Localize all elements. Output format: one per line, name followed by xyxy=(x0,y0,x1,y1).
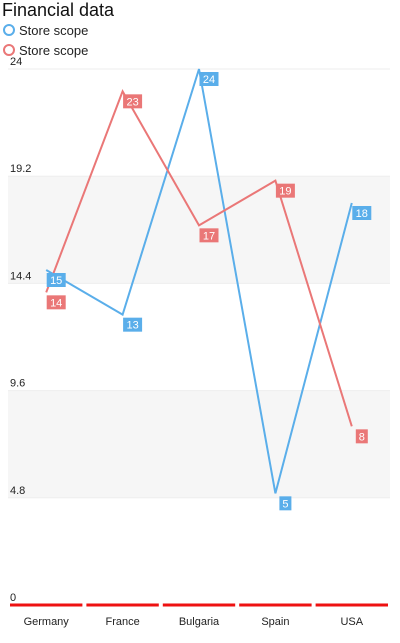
x-axis: Germany France Bulgaria Spain USA xyxy=(10,605,388,628)
svg-text:8: 8 xyxy=(359,431,365,443)
x-tick-label: Bulgaria xyxy=(179,616,220,628)
svg-text:24: 24 xyxy=(203,74,215,86)
data-label: 5 xyxy=(279,496,291,510)
svg-text:19: 19 xyxy=(279,186,291,198)
y-tick-label: 19.2 xyxy=(10,163,31,175)
svg-text:17: 17 xyxy=(203,230,215,242)
data-label: 24 xyxy=(200,72,219,86)
svg-text:13: 13 xyxy=(126,320,138,332)
svg-text:15: 15 xyxy=(50,275,62,287)
data-label: 8 xyxy=(356,429,368,443)
grid-band xyxy=(8,391,390,498)
data-label: 15 xyxy=(47,273,66,287)
data-label: 14 xyxy=(47,295,66,309)
x-tick-label: USA xyxy=(340,616,363,628)
data-label: 19 xyxy=(276,184,295,198)
x-tick-label: France xyxy=(105,616,139,628)
svg-text:5: 5 xyxy=(282,498,288,510)
svg-text:14: 14 xyxy=(50,297,62,309)
y-tick-label: 14.4 xyxy=(10,270,31,282)
y-tick-label: 9.6 xyxy=(10,378,25,390)
svg-text:23: 23 xyxy=(126,96,138,108)
svg-text:18: 18 xyxy=(356,208,368,220)
data-label: 23 xyxy=(123,94,142,108)
y-tick-label: 24 xyxy=(10,56,22,68)
y-axis-ticks: 0 4.8 9.6 14.4 19.2 24 xyxy=(10,56,31,604)
y-tick-label: 0 xyxy=(10,592,16,604)
data-label: 17 xyxy=(200,228,219,242)
x-tick-label: Germany xyxy=(24,616,70,628)
y-tick-label: 4.8 xyxy=(10,485,25,497)
data-label: 18 xyxy=(352,206,371,220)
grid-band xyxy=(8,176,390,283)
data-label: 13 xyxy=(123,318,142,332)
x-tick-label: Spain xyxy=(261,616,289,628)
